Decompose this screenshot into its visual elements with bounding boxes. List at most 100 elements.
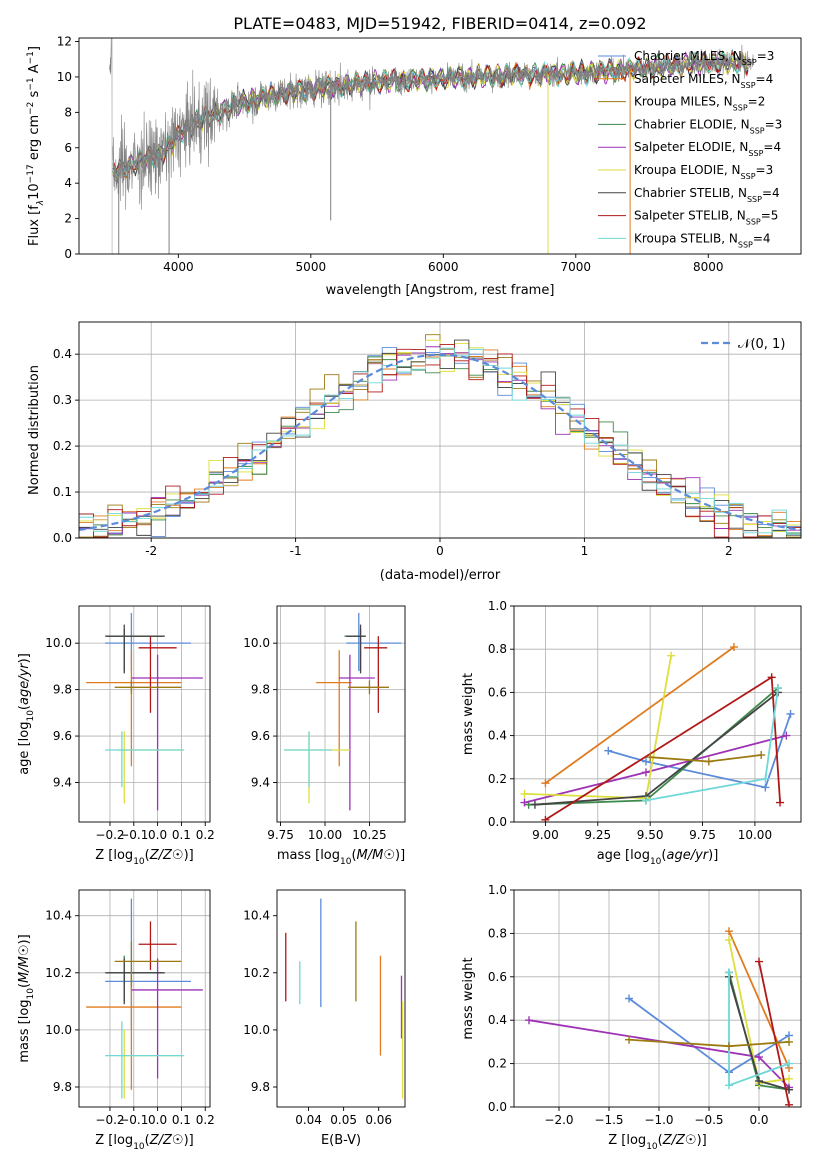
plot-area (525, 927, 793, 1107)
legend-entry: Salpeter STELIB, NSSP=5 (634, 209, 778, 227)
legend-entry: Kroupa ELODIE, NSSP=3 (634, 163, 773, 181)
x-tick-label: -1 (290, 544, 302, 558)
y-axis-label: mass weight (461, 673, 476, 755)
data-point-marker (725, 968, 733, 977)
data-point-marker (725, 927, 733, 936)
axes-frame (78, 37, 802, 255)
y-tick-label: 9.4 (251, 776, 270, 790)
x-tick-label: 9.25 (584, 828, 611, 842)
x-tick-label: 2 (725, 544, 733, 558)
x-tick-label: 5000 (296, 260, 327, 274)
x-tick-label: 4000 (163, 260, 194, 274)
plot-area (520, 643, 795, 822)
y-axis-label: mass weight (461, 957, 476, 1039)
y-tick-label: 10.0 (243, 1023, 270, 1037)
x-tick-label: 0 (436, 544, 444, 558)
y-tick-label: 9.6 (251, 729, 270, 743)
x-axis-label: E(B-V) (321, 1133, 361, 1148)
data-point-marker (625, 994, 633, 1003)
plot-area (86, 612, 203, 811)
y-tick-label: 10.4 (45, 909, 72, 923)
data-point-marker (525, 1016, 533, 1025)
y-tick-label: 10.0 (45, 1023, 72, 1037)
data-point-marker (725, 1042, 733, 1051)
data-point-marker (641, 768, 650, 777)
x-tick-label: 10.00 (308, 828, 342, 842)
panel-weight_vs_age: 9.00 9.25 9.50 9.75 10.00 0.0 0.2 0.4 0.6 0.8 1.0 a… (461, 599, 802, 867)
x-tick-label: −0.2 (95, 828, 124, 842)
data-point-marker (646, 753, 655, 762)
legend-entry: Kroupa MILES, NSSP=2 (634, 95, 765, 113)
x-tick-label: 0.0 (148, 828, 167, 842)
x-tick-label: 9.50 (637, 828, 664, 842)
legend-entry: Chabrier ELODIE, NSSP=3 (634, 117, 782, 135)
mass-weight-line (728, 930, 790, 1069)
y-tick-label: 1.0 (488, 883, 507, 897)
y-tick-label: 0.0 (488, 815, 507, 829)
panel-weight_vs_z: −2.0 −1.5 −1.0 −0.5 0.0 0.0 0.2 0.4 0.6 0.8 1.0 Z [… (461, 883, 802, 1152)
y-tick-label: 0.2 (53, 439, 72, 453)
x-axis-label: wavelength [Angstrom, rest frame] (326, 283, 555, 298)
legend-entry: Salpeter ELODIE, NSSP=4 (634, 140, 781, 158)
x-tick-label: −0.1 (119, 1113, 148, 1127)
legend-entry: Chabrier STELIB, NSSP=4 (634, 186, 780, 204)
data-point-marker (520, 798, 529, 807)
x-tick-label: 1 (581, 544, 589, 558)
data-point-marker (641, 796, 650, 805)
axes-frame (78, 605, 211, 823)
panel-residuals: -2 -1 0 1 2 0.0 0.1 0.2 0.3 0.4 𝒩(0, 1) (data-model… (27, 321, 802, 583)
y-tick-label: 10 (57, 70, 72, 84)
data-point-marker (785, 1037, 793, 1046)
data-point-marker (604, 746, 613, 755)
x-tick-label: −0.2 (95, 1113, 124, 1127)
y-tick-label: 10.2 (243, 966, 270, 980)
data-point-marker (725, 935, 733, 944)
legend-entry: Chabrier MILES, NSSP=3 (634, 49, 774, 67)
data-point-marker (725, 1081, 733, 1090)
y-axis-label: Normed distribution (27, 365, 42, 495)
data-point-marker (767, 673, 776, 682)
x-tick-label: 0.0 (749, 1113, 768, 1127)
plot-area (284, 612, 402, 811)
data-point-marker (755, 957, 763, 966)
x-tick-label: 9.75 (267, 828, 294, 842)
data-point-marker (785, 1059, 793, 1068)
y-tick-label: 0.3 (53, 393, 72, 407)
y-tick-label: 10.0 (45, 636, 72, 650)
y-tick-label: 0.1 (53, 485, 72, 499)
x-tick-label: −1.5 (594, 1113, 623, 1127)
x-axis-label: mass [log10(M/M☉)] (277, 848, 405, 867)
y-tick-label: 0.0 (488, 1100, 507, 1114)
y-tick-label: 9.6 (53, 729, 72, 743)
data-point-marker (761, 783, 770, 792)
y-tick-label: 0.0 (53, 531, 72, 545)
data-point-marker (786, 710, 795, 718)
axes-frame (276, 889, 406, 1108)
x-tick-label: 0.04 (295, 1113, 322, 1127)
plot-area (86, 898, 203, 1099)
x-axis-label: (data-model)/error (380, 568, 501, 583)
data-point-marker (541, 779, 550, 788)
y-tick-label: 0.8 (488, 642, 507, 656)
data-point-marker (773, 684, 782, 693)
legend-entry: Kroupa STELIB, NSSP=4 (634, 231, 771, 249)
panel-mass_vs_ebv: 0.04 0.05 0.06 9.8 10.0 10.2 10.4 E(B-V) (243, 889, 406, 1148)
x-axis-label: Z [log10(Z/Z☉)] (95, 848, 193, 867)
y-tick-label: 4 (64, 176, 72, 190)
legend-entry: Salpeter MILES, NSSP=4 (634, 72, 773, 90)
data-point-marker (755, 1076, 763, 1085)
x-tick-label: 10.00 (738, 828, 772, 842)
data-point-marker (704, 757, 713, 766)
y-tick-label: 0.4 (488, 1013, 507, 1027)
x-tick-label: 9.00 (532, 828, 559, 842)
mass-weight-line (608, 713, 792, 789)
y-tick-label: 9.4 (53, 776, 72, 790)
plot-area (285, 898, 404, 1099)
y-tick-label: 9.8 (53, 683, 72, 697)
data-point-marker (641, 757, 650, 766)
data-point-marker (785, 1074, 793, 1083)
x-tick-label: 0.05 (330, 1113, 357, 1127)
observed-spectrum-line (109, 38, 754, 210)
x-tick-label: 0.1 (172, 828, 191, 842)
axes-frame (513, 889, 802, 1108)
